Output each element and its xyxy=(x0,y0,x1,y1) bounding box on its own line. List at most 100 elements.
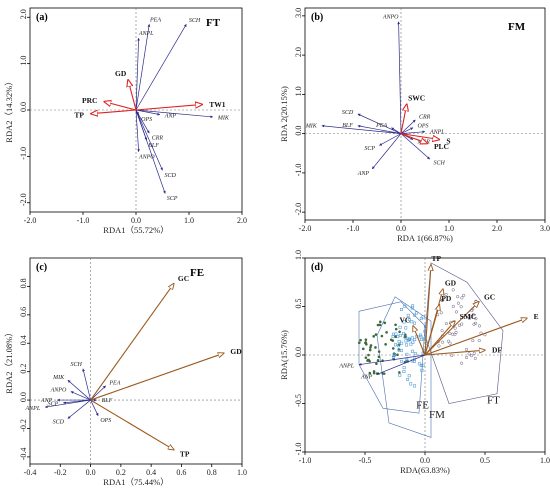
species-label: SCD xyxy=(53,420,65,426)
env-vector-vc xyxy=(413,326,426,356)
sample-point xyxy=(441,298,445,302)
sample-point xyxy=(368,348,372,352)
sample-point xyxy=(444,322,448,326)
sample-point xyxy=(472,351,476,355)
sample-point xyxy=(394,332,398,336)
species-vector-anpo xyxy=(397,21,402,134)
sample-point xyxy=(454,310,459,314)
sample-point xyxy=(372,371,376,375)
sample-point xyxy=(471,313,475,317)
sample-point xyxy=(397,344,401,348)
species-vector-sch xyxy=(400,133,431,160)
sample-point xyxy=(406,377,410,381)
sample-point xyxy=(462,293,466,297)
sample-point xyxy=(406,338,410,342)
panel-b: -2.0 -1.0 0.0 1.0 2.0 3.0 -2.0 -1.0 0.0 1.0 2.0 3.0… xyxy=(279,7,550,243)
sample-point xyxy=(375,362,378,366)
sample-point xyxy=(397,339,401,343)
species-vector-mik xyxy=(67,379,91,401)
species-vector-blf xyxy=(357,124,402,134)
group-hull-fm xyxy=(376,296,432,438)
sample-point xyxy=(359,338,362,342)
sample-point xyxy=(456,295,460,299)
sample-point xyxy=(404,335,408,339)
sample-point xyxy=(394,327,398,331)
y-tick-label: 1.0 xyxy=(294,250,303,260)
sample-point xyxy=(369,346,372,349)
species-vector-scd xyxy=(135,109,163,171)
panel-letter: (b) xyxy=(311,12,323,23)
species-vector-anpo xyxy=(70,391,91,401)
sample-point xyxy=(413,321,416,325)
sample-point xyxy=(381,372,384,375)
species-vector-mik xyxy=(135,109,214,119)
species-label: ANPO xyxy=(382,15,399,21)
sample-point xyxy=(391,355,395,359)
species-vector-anp xyxy=(135,109,161,116)
x-axis-title: RDA1（75.44%） xyxy=(103,477,168,487)
sample-point xyxy=(477,324,481,328)
sample-point xyxy=(380,334,384,338)
species-label: BLF xyxy=(342,123,353,129)
sample-point xyxy=(448,341,452,345)
env-label: TW1 xyxy=(209,100,226,109)
env-vector-df xyxy=(424,350,485,356)
env-label: PRC xyxy=(82,96,97,105)
sample-point xyxy=(410,336,414,340)
species-label: ANPL xyxy=(338,363,354,369)
sample-point xyxy=(413,313,417,317)
env-vector-gc xyxy=(90,284,174,401)
group-hull-ft xyxy=(424,262,504,404)
sample-point xyxy=(357,341,361,345)
y-tick-label: -0.2 xyxy=(19,419,28,432)
sample-point xyxy=(451,288,455,292)
species-label: SCH xyxy=(434,160,446,166)
panel-title: FT xyxy=(206,17,221,29)
sample-point xyxy=(404,339,408,343)
env-vector-e xyxy=(424,318,527,356)
sample-point xyxy=(451,332,455,336)
sample-point xyxy=(396,335,400,338)
group-label-ft: FT xyxy=(487,395,500,407)
y-tick-label: 0.4 xyxy=(19,335,28,345)
x-tick-label: 0.5 xyxy=(480,456,490,465)
y-axis-title: RDA2（21.08%） xyxy=(4,328,14,393)
sample-point xyxy=(391,347,395,350)
sample-point xyxy=(402,370,406,373)
sample-point xyxy=(383,321,387,325)
y-tick-label: 2.0 xyxy=(294,47,303,57)
sample-point xyxy=(402,332,406,336)
panel-letter: (c) xyxy=(36,262,47,273)
x-tick-label: 1.0 xyxy=(444,224,454,233)
species-label: PEA xyxy=(149,17,161,23)
species-label: ANP xyxy=(40,398,53,404)
species-label: SCP xyxy=(167,196,178,202)
species-label: MIK xyxy=(217,115,230,121)
sample-point xyxy=(411,340,415,344)
sample-point xyxy=(464,355,469,360)
sample-point xyxy=(440,329,444,333)
sample-point xyxy=(394,343,397,347)
sample-point xyxy=(405,343,408,347)
species-label: BLF xyxy=(148,143,159,149)
sample-point xyxy=(374,346,377,349)
y-tick-label: -1.0 xyxy=(19,147,28,160)
y-tick-label: 2.0 xyxy=(19,9,28,19)
sample-point xyxy=(420,368,424,372)
sample-point xyxy=(397,348,401,351)
species-vector-mik xyxy=(321,124,402,134)
sample-point xyxy=(378,320,382,324)
species-label: CRR xyxy=(419,114,431,120)
sample-point xyxy=(407,374,411,378)
x-axis-title: RDA(63.83%) xyxy=(400,465,450,475)
species-label: SCH xyxy=(70,362,82,368)
x-tick-label: 1.0 xyxy=(184,216,194,225)
env-label: SMC xyxy=(460,312,477,321)
env-label: E xyxy=(534,312,539,321)
species-vector-pea xyxy=(391,127,402,134)
y-tick-label: 0.6 xyxy=(19,307,28,317)
env-label: GD xyxy=(115,69,127,78)
species-label: SCD xyxy=(342,110,354,116)
species-label: CRR xyxy=(152,136,164,142)
sample-point xyxy=(459,305,463,309)
